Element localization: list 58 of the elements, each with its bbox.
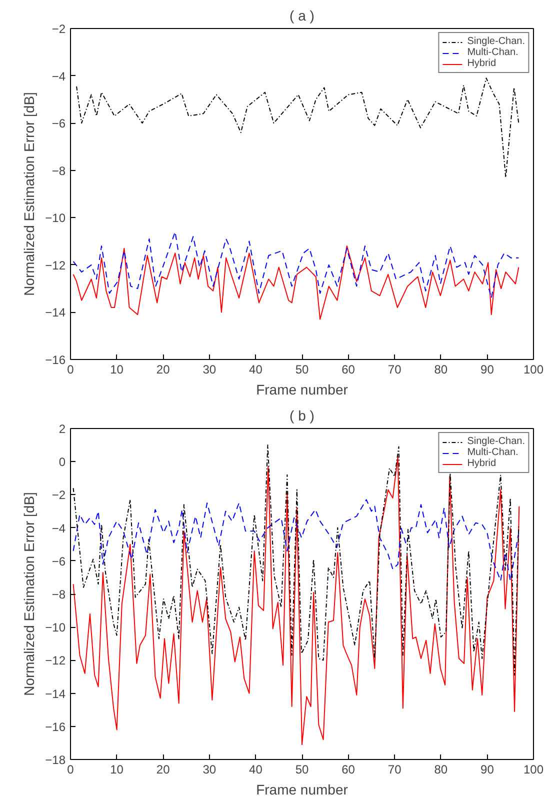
y-tick-label: −8 — [52, 164, 66, 178]
y-tick-label: 0 — [58, 455, 66, 470]
legend-label: Single-Chan. — [467, 436, 525, 447]
x-tick-label: 100 — [523, 762, 544, 776]
x-tick-label: 100 — [523, 362, 544, 376]
y-tick-label: −12 — [45, 654, 66, 668]
y-tick-label: −18 — [45, 753, 66, 767]
x-tick-label: 60 — [342, 762, 356, 776]
y-tick-label: −10 — [45, 620, 66, 635]
x-tick-label: 30 — [202, 762, 216, 776]
y-tick-label: −12 — [45, 258, 66, 272]
x-tick-label: 0 — [67, 762, 74, 776]
line-series — [76, 78, 520, 178]
chart-title: ( a ) — [290, 8, 314, 24]
x-tick-label: 50 — [295, 362, 309, 376]
y-tick-label: −4 — [52, 69, 66, 84]
chart-title: ( b ) — [290, 408, 314, 424]
x-tick-label: 50 — [295, 762, 309, 776]
y-tick-label: −14 — [45, 686, 66, 701]
x-tick-label: 0 — [67, 362, 74, 376]
y-tick-label: −6 — [52, 554, 66, 568]
x-axis-title: Frame number — [256, 782, 348, 798]
y-tick-label: −8 — [52, 588, 66, 602]
x-tick-label: 20 — [156, 762, 170, 776]
legend-label: Hybrid — [467, 58, 496, 69]
line-series — [72, 499, 520, 582]
y-tick-label: −10 — [45, 211, 66, 226]
line-series — [72, 231, 520, 299]
y-tick-label: −6 — [52, 116, 66, 131]
x-tick-label: 90 — [480, 362, 494, 376]
x-tick-label: 80 — [434, 762, 448, 776]
x-tick-label: 10 — [110, 362, 124, 376]
x-tick-label: 90 — [480, 762, 494, 776]
x-tick-label: 60 — [342, 362, 356, 376]
x-tick-label: 70 — [388, 762, 402, 776]
y-tick-label: −14 — [45, 306, 66, 320]
y-tick-label: −2 — [52, 22, 66, 36]
x-tick-label: 20 — [156, 362, 170, 376]
x-tick-label: 40 — [249, 762, 263, 776]
legend-label: Single-Chan. — [467, 36, 525, 47]
y-axis-title: Normalized Estimation Error [dB] — [21, 492, 38, 696]
x-tick-label: 70 — [388, 362, 402, 376]
x-tick-label: 10 — [110, 762, 124, 776]
y-tick-label: −16 — [45, 353, 66, 367]
line-series — [72, 456, 520, 746]
x-axis-title: Frame number — [256, 382, 348, 398]
y-tick-label: −16 — [45, 720, 66, 734]
y-tick-label: −4 — [52, 521, 66, 536]
legend-label: Multi-Chan. — [467, 47, 518, 58]
y-tick-label: −2 — [52, 488, 66, 502]
legend-label: Hybrid — [467, 458, 496, 469]
y-tick-label: 2 — [58, 422, 66, 436]
legend-label: Multi-Chan. — [467, 447, 518, 458]
x-tick-label: 30 — [202, 362, 216, 376]
x-tick-label: 40 — [249, 362, 263, 376]
x-tick-label: 80 — [434, 362, 448, 376]
y-axis-title: Normalized Estimation Error [dB] — [21, 92, 38, 296]
line-series — [72, 246, 520, 320]
